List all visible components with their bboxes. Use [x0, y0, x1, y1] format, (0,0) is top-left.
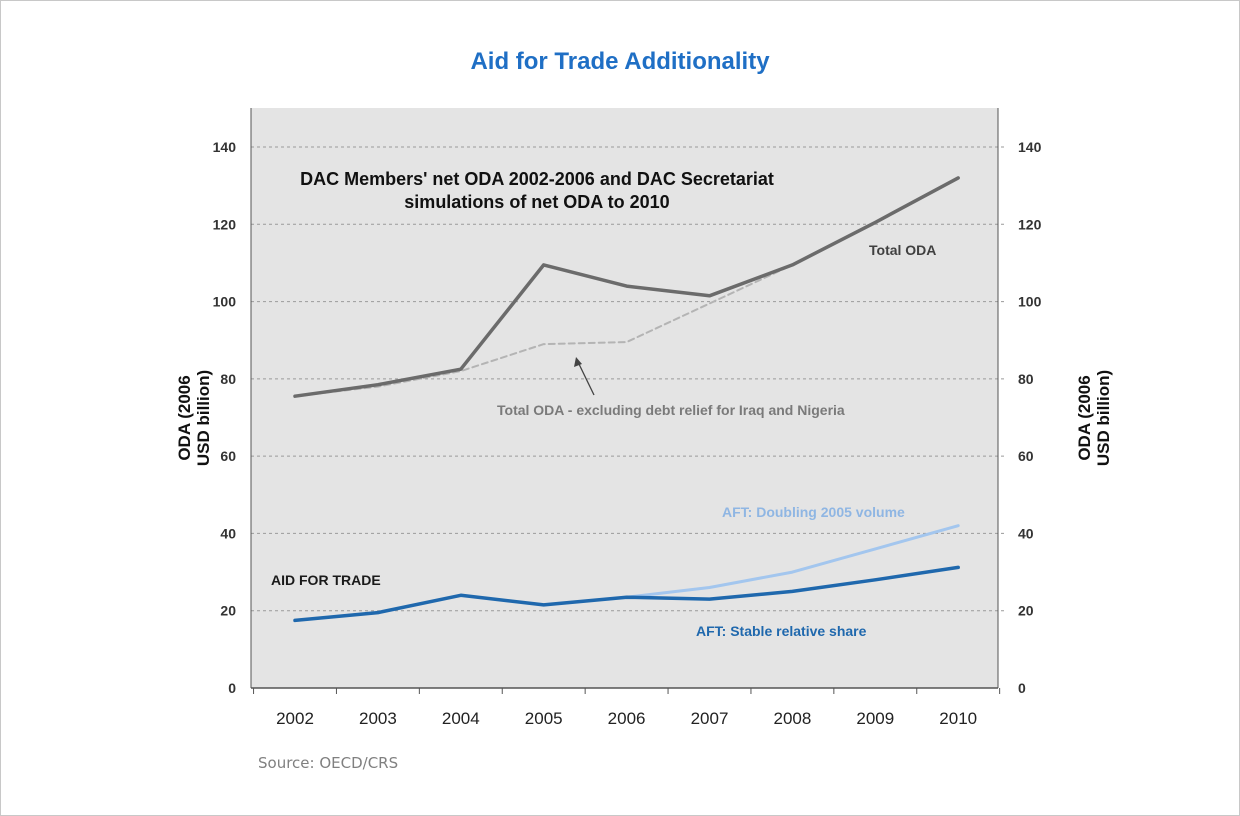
annotation-arrowhead	[574, 357, 582, 367]
y-axis-title-right-line: USD billion)	[1094, 370, 1113, 466]
annotation-aid-for-trade: AID FOR TRADE	[271, 572, 381, 588]
y-tick-label-left: 120	[213, 216, 237, 232]
y-tick-label-right: 40	[1018, 525, 1034, 541]
page-title: Aid for Trade Additionality	[470, 48, 770, 75]
annotation-total-oda: Total ODA	[869, 242, 936, 258]
annotation-arrow	[577, 361, 595, 396]
y-tick-label-left: 60	[220, 448, 236, 464]
y-tick-label-right: 60	[1018, 448, 1034, 464]
y-tick-label-left: 80	[220, 371, 236, 387]
x-tick-label: 2003	[359, 709, 397, 728]
y-tick-label-right: 120	[1018, 216, 1042, 232]
y-tick-label-left: 40	[220, 525, 236, 541]
annotation-excl-debt-relief: Total ODA - excluding debt relief for Ir…	[497, 402, 845, 418]
y-axis-title-right-line: ODA (2006	[1075, 375, 1094, 460]
y-axis-title-left: ODA (2006 USD billion)	[175, 370, 213, 466]
y-tick-label-right: 0	[1018, 680, 1026, 696]
x-tick-label: 2002	[276, 709, 314, 728]
y-tick-label-left: 100	[213, 294, 237, 310]
y-tick-label-right: 80	[1018, 371, 1034, 387]
plot-area	[251, 108, 998, 688]
x-tick-label: 2010	[939, 709, 977, 728]
y-tick-label-left: 0	[228, 680, 236, 696]
y-axis-title-right: ODA (2006 USD billion)	[1075, 370, 1113, 466]
y-tick-label-right: 100	[1018, 294, 1042, 310]
y-tick-label-left: 140	[213, 139, 237, 155]
x-tick-label: 2009	[856, 709, 894, 728]
x-tick-label: 2005	[525, 709, 563, 728]
x-tick-label: 2006	[608, 709, 646, 728]
y-tick-label-left: 20	[220, 603, 236, 619]
annotation-aft-doubling: AFT: Doubling 2005 volume	[722, 504, 905, 520]
y-tick-label-right: 20	[1018, 603, 1034, 619]
chart-title-line: simulations of net ODA to 2010	[404, 192, 669, 212]
y-tick-label-right: 140	[1018, 139, 1042, 155]
y-axis-title-left-line: USD billion)	[194, 370, 213, 466]
source-note: Source: OECD/CRS	[258, 754, 399, 772]
y-axis-title-left-line: ODA (2006	[175, 375, 194, 460]
chart-title-line: DAC Members' net ODA 2002-2006 and DAC S…	[300, 169, 774, 189]
x-tick-label: 2007	[691, 709, 729, 728]
x-tick-label: 2004	[442, 709, 480, 728]
annotation-aft-stable: AFT: Stable relative share	[696, 623, 867, 639]
x-tick-label: 2008	[773, 709, 811, 728]
